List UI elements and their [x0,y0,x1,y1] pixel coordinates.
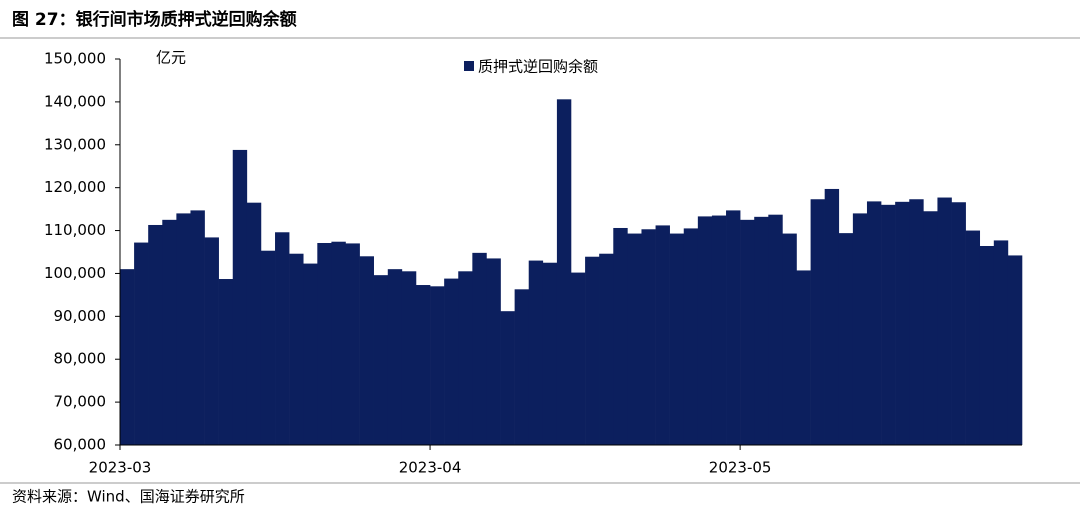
bar [486,258,501,445]
y-tick-label: 80,000 [54,350,107,368]
y-tick-label: 110,000 [44,221,106,239]
legend-swatch [464,61,474,71]
bar [275,232,290,445]
bar [965,230,981,445]
bar [542,262,558,445]
bar [768,214,783,445]
bar [387,269,403,445]
y-tick-label: 100,000 [44,264,106,282]
y-tick-label: 90,000 [54,307,107,325]
bar [740,219,755,445]
bar [613,227,628,445]
bar [683,228,699,445]
x-tick-label: 2023-04 [399,459,462,477]
bar [599,253,614,445]
bar [528,260,544,445]
bar [754,216,769,445]
bar [458,271,473,445]
bar [176,213,191,445]
bar [627,233,642,445]
bar [796,270,811,445]
chart-title: 图 27：银行间市场质押式逆回购余额 [12,9,297,30]
bar [514,289,530,445]
bar [317,242,332,445]
bar [585,256,600,445]
bar [120,269,135,445]
bar [204,237,219,445]
bar [697,216,713,445]
bar [373,275,389,445]
bar [401,271,417,445]
bar [993,240,1009,445]
bar [415,285,431,445]
y-tick-label: 60,000 [54,436,107,454]
y-tick-label: 130,000 [44,135,106,153]
bar [1007,255,1023,445]
bar [979,245,995,445]
bar [655,225,670,445]
bar [923,211,938,445]
bar [444,278,459,445]
bar [571,272,586,445]
bar [289,253,304,445]
bar [937,197,952,445]
bar [951,202,966,445]
bar [909,199,924,445]
source: 资料来源：Wind、国海证券研究所 [12,488,245,506]
x-tick-label: 2023-05 [709,459,772,477]
bar [246,202,262,445]
bar [500,311,515,445]
bar [852,213,868,445]
bar [669,233,685,445]
bar [359,256,374,445]
x-tick-label: 2023-03 [89,459,152,477]
bar [260,250,276,445]
bar [218,279,234,445]
bar [345,243,360,445]
bar [190,210,205,445]
y-tick-label: 140,000 [44,92,106,110]
bar [472,252,487,445]
bar [556,99,572,445]
bar [162,219,177,445]
bar [430,286,445,445]
legend-label: 质押式逆回购余额 [478,58,598,76]
bar [331,241,346,445]
bar [895,201,910,445]
bar [148,224,163,445]
bar [726,210,741,445]
bar [881,204,896,445]
y-tick-label: 150,000 [44,50,106,68]
bar [641,229,656,445]
bar [134,242,149,445]
bar [303,263,318,445]
y-tick-label: 70,000 [54,393,107,411]
bar [866,201,882,445]
bar [232,149,248,445]
bar [782,233,797,445]
y-axis-label: 亿元 [156,49,186,67]
bar [810,199,825,445]
bar [824,188,840,445]
bar [711,215,727,445]
bar [838,233,854,445]
y-tick-label: 120,000 [44,178,106,196]
